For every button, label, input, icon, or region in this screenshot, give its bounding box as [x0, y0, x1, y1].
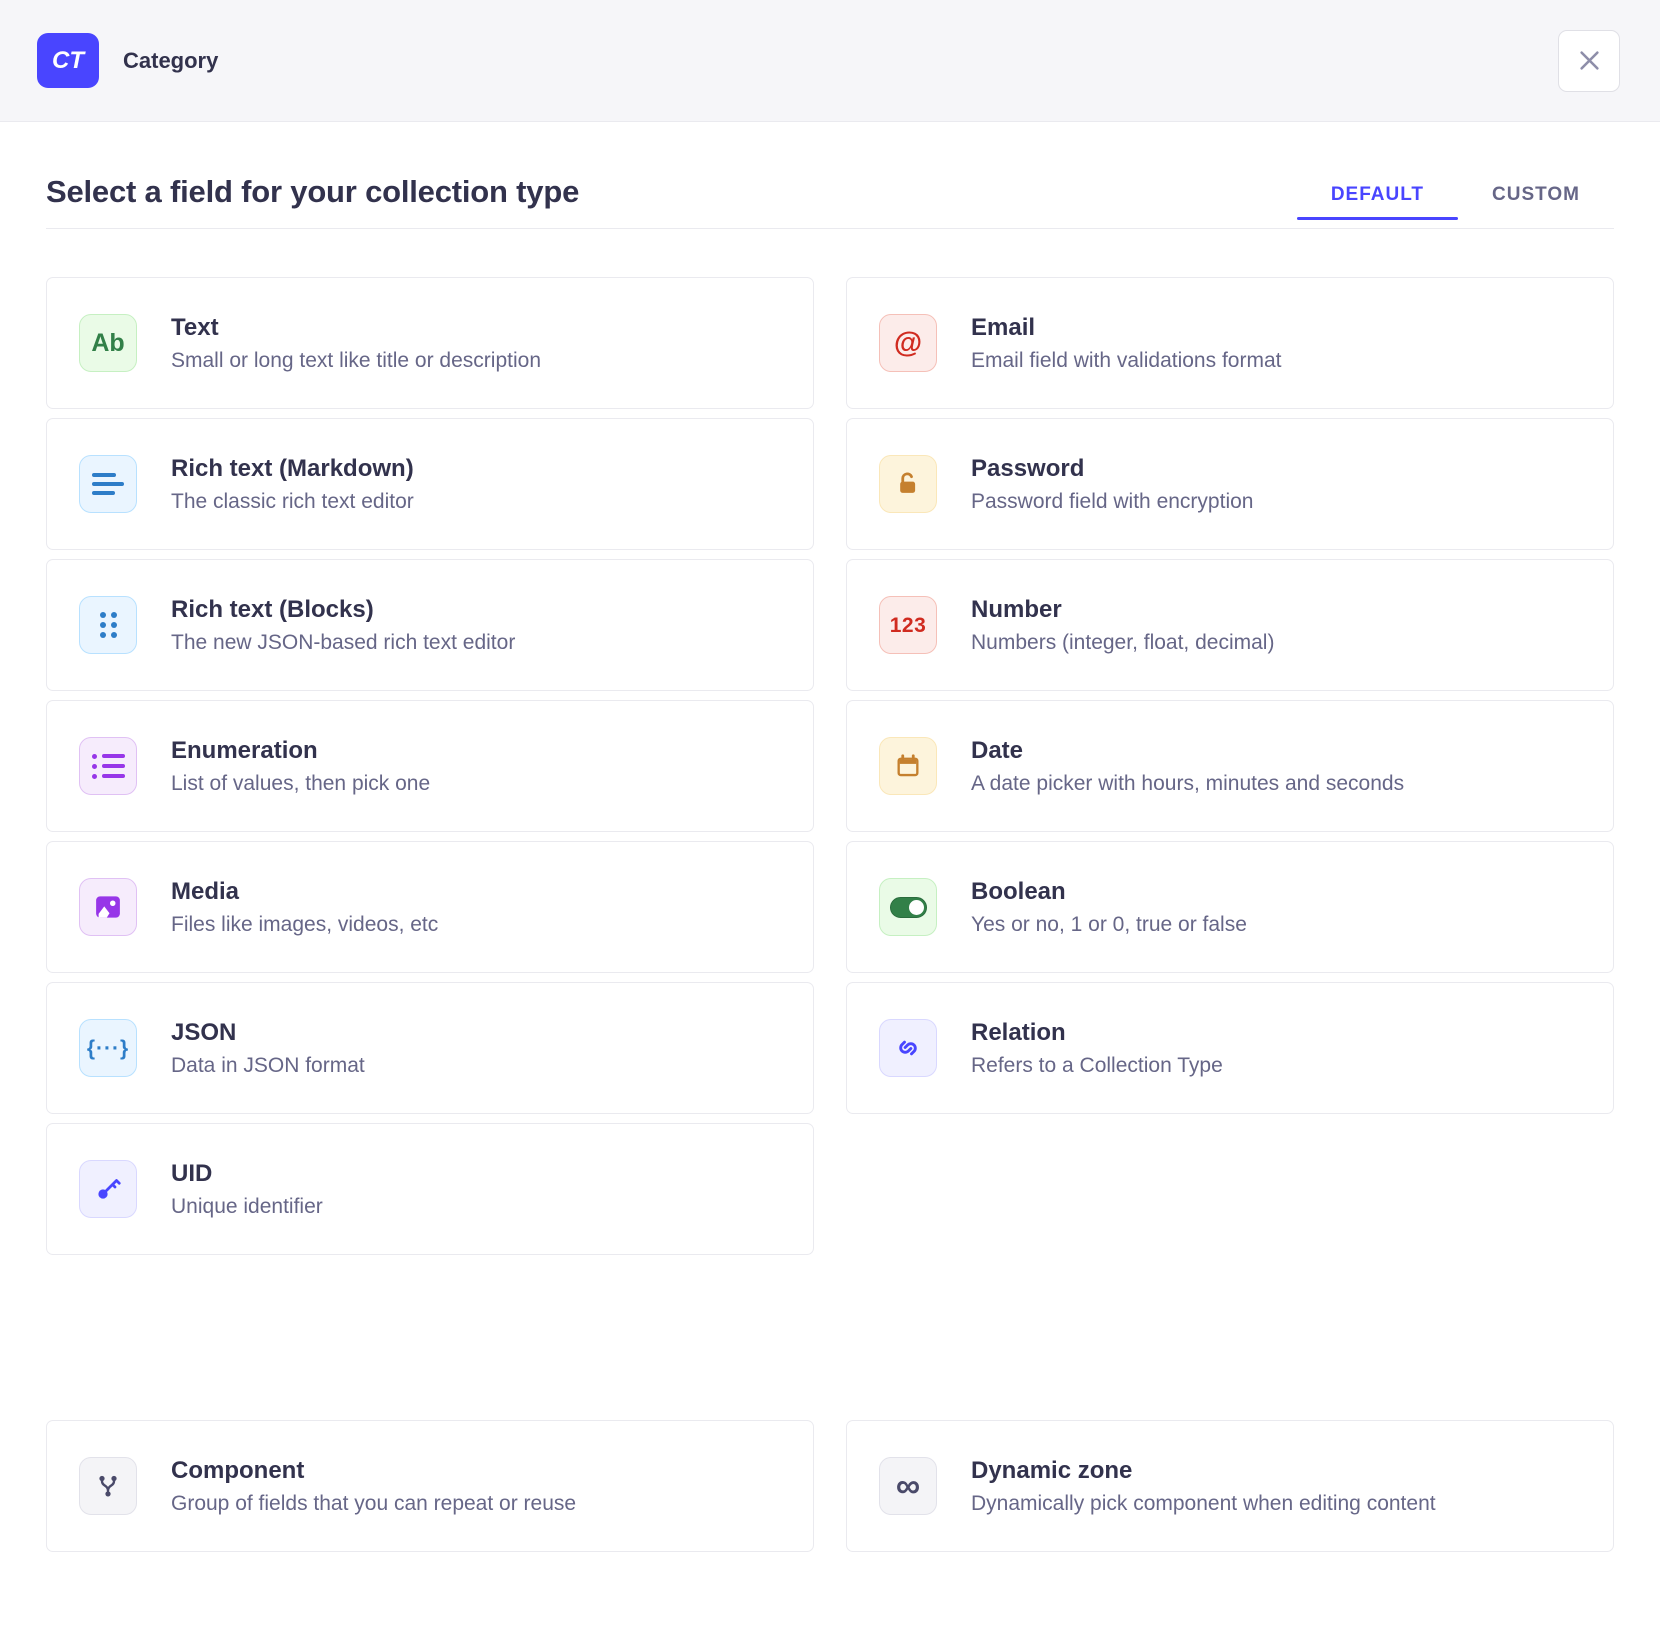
collection-type-badge: CT [37, 33, 99, 88]
field-card-uid[interactable]: UID Unique identifier [46, 1123, 814, 1255]
field-card-component[interactable]: Component Group of fields that you can r… [46, 1420, 814, 1552]
field-title: Password [971, 454, 1085, 482]
modal-header: CT Category [0, 0, 1660, 122]
card-text-block: JSON Data in JSON format [171, 1019, 365, 1078]
title-row: Select a field for your collection type … [46, 174, 1614, 228]
card-text-block: UID Unique identifier [171, 1160, 323, 1219]
field-card-dynamic-zone[interactable]: ∞ Dynamic zone Dynamically pick componen… [846, 1420, 1614, 1552]
dynamic-zone-infinity-icon: ∞ [879, 1457, 937, 1515]
field-title: JSON [171, 1018, 237, 1046]
field-column-left: Ab Text Small or long text like title or… [46, 277, 814, 1255]
boolean-toggle-icon [879, 878, 937, 936]
card-text-block: Date A date picker with hours, minutes a… [971, 737, 1404, 796]
tab-custom[interactable]: CUSTOM [1458, 174, 1614, 220]
field-card-boolean[interactable]: Boolean Yes or no, 1 or 0, true or false [846, 841, 1614, 973]
card-text-block: Password Password field with encryption [971, 455, 1253, 514]
enumeration-list-icon [79, 737, 137, 795]
card-text-block: Dynamic zone Dynamically pick component … [971, 1457, 1436, 1516]
field-description: List of values, then pick one [171, 771, 431, 795]
field-description: Files like images, videos, etc [171, 912, 439, 936]
field-title: Enumeration [171, 736, 318, 764]
tabs-divider [46, 228, 1614, 229]
field-card-text[interactable]: Ab Text Small or long text like title or… [46, 277, 814, 409]
at-glyph: @ [893, 326, 923, 359]
field-card-enumeration[interactable]: Enumeration List of values, then pick on… [46, 700, 814, 832]
field-description: Yes or no, 1 or 0, true or false [971, 912, 1247, 936]
field-grid: Ab Text Small or long text like title or… [46, 277, 1614, 1255]
field-card-email[interactable]: @ Email Email field with validations for… [846, 277, 1614, 409]
field-card-richtext-blocks[interactable]: Rich text (Blocks) The new JSON-based ri… [46, 559, 814, 691]
modal-body: Select a field for your collection type … [0, 174, 1660, 1552]
field-title: Text [171, 313, 219, 341]
advanced-fields-row: Component Group of fields that you can r… [46, 1420, 1614, 1552]
media-picture-icon [79, 878, 137, 936]
tabs: DEFAULT CUSTOM [1296, 174, 1614, 220]
password-lock-icon [879, 455, 937, 513]
field-description: Refers to a Collection Type [971, 1053, 1223, 1077]
card-text-block: Relation Refers to a Collection Type [971, 1019, 1223, 1078]
field-title: Media [171, 877, 240, 905]
card-text-block: Text Small or long text like title or de… [171, 314, 541, 373]
uid-key-icon [79, 1160, 137, 1218]
text-ab-icon: Ab [79, 314, 137, 372]
field-title: Number [971, 595, 1062, 623]
collection-type-name: Category [123, 47, 219, 73]
component-branch-icon [79, 1457, 137, 1515]
blocks-dots-icon [79, 596, 137, 654]
number-123-icon: 123 [879, 596, 937, 654]
field-title: Rich text (Markdown) [171, 454, 414, 482]
field-description: Password field with encryption [971, 489, 1254, 513]
field-description: The classic rich text editor [171, 489, 414, 513]
field-card-media[interactable]: Media Files like images, videos, etc [46, 841, 814, 973]
date-calendar-icon [879, 737, 937, 795]
field-card-date[interactable]: Date A date picker with hours, minutes a… [846, 700, 1614, 832]
email-at-icon: @ [879, 314, 937, 372]
field-card-relation[interactable]: Relation Refers to a Collection Type [846, 982, 1614, 1114]
card-text-block: Component Group of fields that you can r… [171, 1457, 576, 1516]
field-title: Rich text (Blocks) [171, 595, 374, 623]
ab-glyph: Ab [91, 328, 125, 357]
card-text-block: Rich text (Blocks) The new JSON-based ri… [171, 596, 515, 655]
field-description: Email field with validations format [971, 348, 1282, 372]
field-card-json[interactable]: {···} JSON Data in JSON format [46, 982, 814, 1114]
field-description: A date picker with hours, minutes and se… [971, 771, 1405, 795]
relation-chain-icon [879, 1019, 937, 1077]
header-left: CT Category [37, 33, 218, 88]
card-text-block: Email Email field with validations forma… [971, 314, 1281, 373]
field-description: Data in JSON format [171, 1053, 365, 1077]
card-text-block: Media Files like images, videos, etc [171, 878, 438, 937]
close-button[interactable] [1558, 29, 1620, 92]
braces-glyph: {···} [86, 1036, 130, 1060]
field-card-richtext-markdown[interactable]: Rich text (Markdown) The classic rich te… [46, 418, 814, 550]
card-text-block: Boolean Yes or no, 1 or 0, true or false [971, 878, 1247, 937]
field-title: Component [171, 1456, 305, 1484]
card-text-block: Rich text (Markdown) The classic rich te… [171, 455, 414, 514]
field-description: The new JSON-based rich text editor [171, 630, 516, 654]
markdown-lines-icon [79, 455, 137, 513]
page-title: Select a field for your collection type [46, 174, 580, 209]
tab-default[interactable]: DEFAULT [1296, 174, 1459, 220]
field-card-password[interactable]: Password Password field with encryption [846, 418, 1614, 550]
field-title: Date [971, 736, 1024, 764]
field-description: Small or long text like title or descrip… [171, 348, 541, 372]
field-column-right: @ Email Email field with validations for… [846, 277, 1614, 1255]
field-title: Dynamic zone [971, 1456, 1133, 1484]
json-braces-icon: {···} [79, 1019, 137, 1077]
card-text-block: Number Numbers (integer, float, decimal) [971, 596, 1274, 655]
field-description: Unique identifier [171, 1194, 323, 1218]
field-description: Group of fields that you can repeat or r… [171, 1491, 577, 1515]
close-icon [1579, 51, 1599, 70]
123-glyph: 123 [889, 613, 927, 637]
field-description: Numbers (integer, float, decimal) [971, 630, 1275, 654]
field-title: Email [971, 313, 1036, 341]
field-card-number[interactable]: 123 Number Numbers (integer, float, deci… [846, 559, 1614, 691]
field-description: Dynamically pick component when editing … [971, 1491, 1436, 1515]
field-title: Relation [971, 1018, 1066, 1046]
infinity-glyph: ∞ [895, 1467, 921, 1505]
field-title: Boolean [971, 877, 1066, 905]
card-text-block: Enumeration List of values, then pick on… [171, 737, 430, 796]
field-title: UID [171, 1159, 213, 1187]
